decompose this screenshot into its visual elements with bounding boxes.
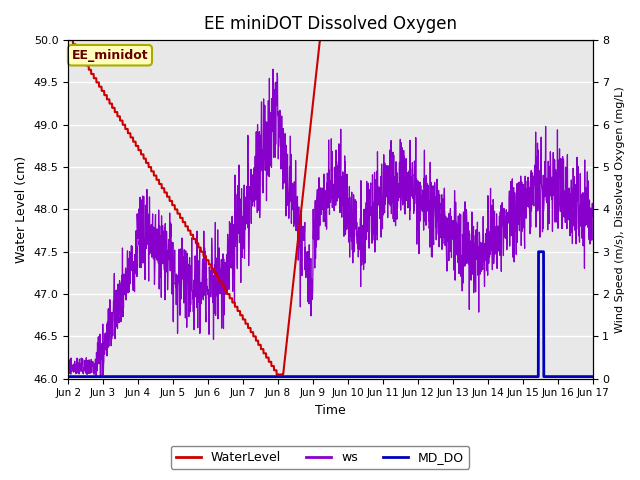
- Text: EE_minidot: EE_minidot: [72, 49, 148, 62]
- Y-axis label: Wind Speed (m/s), Dissolved Oxygen (mg/L): Wind Speed (m/s), Dissolved Oxygen (mg/L…: [615, 86, 625, 333]
- Legend: WaterLevel, ws, MD_DO: WaterLevel, ws, MD_DO: [171, 446, 469, 469]
- Title: EE miniDOT Dissolved Oxygen: EE miniDOT Dissolved Oxygen: [204, 15, 457, 33]
- X-axis label: Time: Time: [315, 404, 346, 417]
- Y-axis label: Water Level (cm): Water Level (cm): [15, 156, 28, 263]
